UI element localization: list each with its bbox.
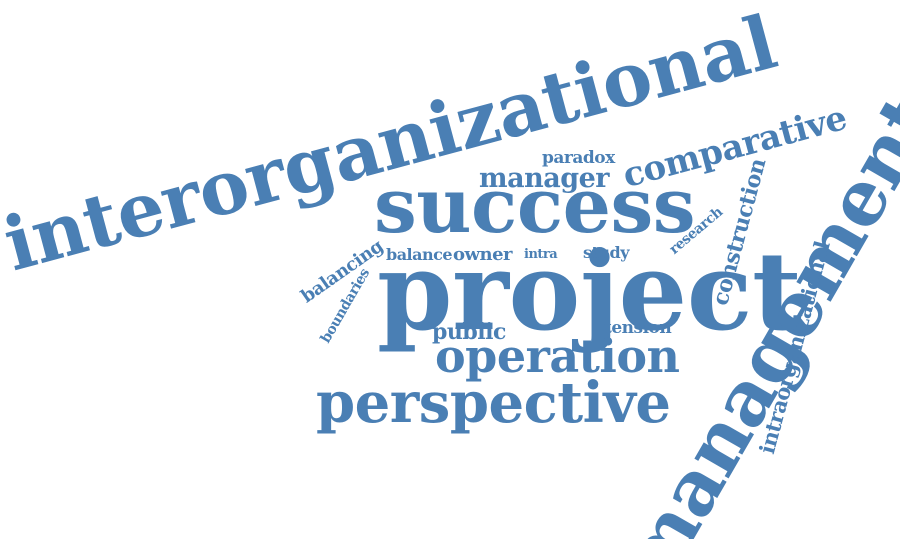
word-success: success xyxy=(374,161,696,250)
word-operation: operation xyxy=(435,329,680,383)
word-tension: tension xyxy=(604,318,672,338)
word-manager: manager xyxy=(479,163,609,194)
word-public: public xyxy=(432,319,506,345)
word-balance: balance xyxy=(386,245,453,264)
word-paradox: paradox xyxy=(542,148,615,168)
word-perspective: perspective xyxy=(316,370,671,436)
word-owner: owner xyxy=(453,244,513,265)
word-intra: intra xyxy=(524,247,558,262)
word-project: project xyxy=(377,229,802,355)
word-study: study xyxy=(583,243,630,262)
